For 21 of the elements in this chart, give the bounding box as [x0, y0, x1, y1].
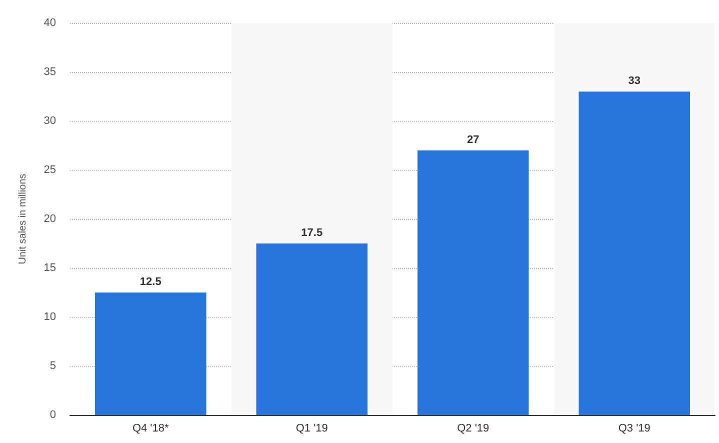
y-tick-label: 0 — [50, 409, 56, 421]
y-tick-label: 15 — [44, 262, 56, 274]
y-tick-label: 25 — [44, 164, 56, 176]
y-tick-label: 20 — [44, 213, 56, 225]
bar — [417, 150, 529, 415]
data-label: 12.5 — [140, 276, 162, 288]
data-label: 33 — [628, 75, 640, 88]
y-tick-label: 5 — [50, 360, 56, 372]
data-label: 27 — [467, 134, 480, 146]
bar — [256, 244, 368, 415]
y-axis-title: Unit sales in millions — [18, 174, 28, 264]
x-tick-label: Q4 '18* — [132, 422, 170, 434]
y-tick-label: 40 — [44, 17, 56, 29]
x-tick-label: Q2 '19 — [457, 422, 490, 434]
data-label: 17.5 — [301, 227, 323, 239]
bar — [94, 292, 206, 415]
x-tick-label: Q1 '19 — [296, 422, 328, 434]
y-tick-label: 35 — [44, 66, 56, 78]
y-tick-label: 30 — [44, 115, 56, 127]
x-tick-label: Q3 '19 — [618, 422, 650, 434]
y-tick-label: 10 — [44, 311, 56, 323]
